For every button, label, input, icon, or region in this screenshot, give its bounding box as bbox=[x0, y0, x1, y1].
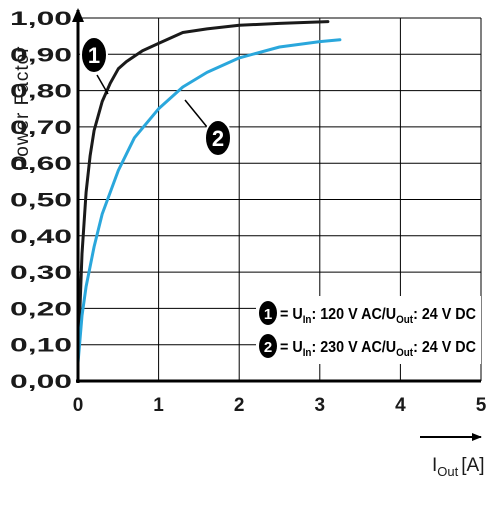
curve-marker-2: 2 bbox=[204, 119, 232, 157]
legend-marker-2 bbox=[259, 334, 277, 358]
x-tick-label: 3 bbox=[315, 395, 326, 416]
y-tick-label: 0,30 bbox=[10, 263, 72, 284]
legend-marker-1 bbox=[259, 301, 277, 325]
x-tick-label: 5 bbox=[476, 395, 487, 416]
y-tick-label: 0,00 bbox=[10, 372, 72, 393]
marker-1-leader bbox=[96, 74, 109, 95]
y-tick-label: 0,70 bbox=[10, 118, 72, 139]
x-tick-label: 1 bbox=[153, 395, 164, 416]
y-axis-arrowhead bbox=[72, 8, 84, 22]
legend-entry-1: 1 = UIn: 120 V AC/UOut: 24 V DC bbox=[259, 301, 476, 326]
legend-entry-2: 2 = UIn: 230 V AC/UOut: 24 V DC bbox=[259, 334, 476, 359]
series-line-2 bbox=[76, 38, 342, 365]
curve-marker-1-label: 1 bbox=[88, 43, 100, 68]
y-tick-label: 0,80 bbox=[10, 82, 72, 103]
series-line-1 bbox=[76, 20, 330, 361]
y-tick-label: 0,40 bbox=[10, 227, 72, 248]
y-tick-label: 0,50 bbox=[10, 191, 72, 212]
curve-marker-2-circle bbox=[204, 119, 232, 157]
marker-2-leader bbox=[184, 99, 208, 128]
curve-marker-1-circle bbox=[80, 36, 108, 74]
legend: 1 = UIn: 120 V AC/UOut: 24 V DC 2 = UIn: 23… bbox=[256, 296, 481, 364]
x-tick-label: 2 bbox=[234, 395, 245, 416]
y-axis-title: Power Factor bbox=[12, 46, 33, 171]
legend-marker-label: 2 bbox=[264, 339, 272, 356]
curve-marker-1: 1 bbox=[80, 36, 108, 74]
x-tick-label: 0 bbox=[73, 395, 84, 416]
x-tick-label: 4 bbox=[395, 395, 406, 416]
legend-text-1: = UIn: 120 V AC/UOut: 24 V DC bbox=[280, 306, 476, 326]
y-tick-label: 0,10 bbox=[10, 336, 72, 357]
series-layer bbox=[76, 20, 342, 365]
y-tick-label: 0,60 bbox=[10, 154, 72, 175]
x-axis-title: IOut [A] bbox=[432, 455, 484, 479]
legend-text-2: = UIn: 230 V AC/UOut: 24 V DC bbox=[280, 339, 476, 359]
y-tick-label: 0,90 bbox=[10, 45, 72, 66]
labels: 0,00 0,10 0,20 0,30 0,40 0,50 0,60 0,70 0,80 0,90… bbox=[10, 9, 487, 479]
legend-box bbox=[256, 296, 481, 364]
curve-marker-2-label: 2 bbox=[212, 126, 224, 151]
y-tick-label: 0,20 bbox=[10, 299, 72, 320]
y-tick-label: 1,00 bbox=[10, 9, 72, 30]
legend-marker-label: 1 bbox=[264, 306, 272, 323]
axes bbox=[72, 8, 481, 383]
